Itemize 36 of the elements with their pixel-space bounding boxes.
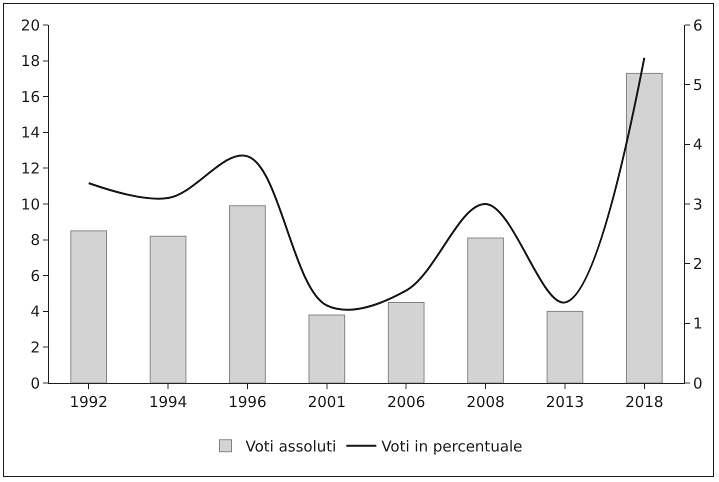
y2-tick-label: 0 [693,374,703,392]
y-tick-label: 6 [30,266,40,285]
y2-tick-label: 6 [693,16,703,34]
bar [229,205,266,383]
y-tick-label: 8 [30,231,40,250]
legend-label: Voti assoluti [246,438,336,456]
x-tick-label: 2006 [387,393,426,411]
bar [150,236,186,383]
x-tick-label: 2008 [466,393,505,411]
y-tick-label: 20 [20,16,40,34]
y-tick-label: 18 [20,52,40,70]
x-tick-label: 2001 [308,393,346,411]
bar [626,72,663,383]
y-tick-label: 2 [30,338,40,356]
y2-tick-label: 2 [693,254,703,273]
bar [388,302,425,383]
y-tick-label: 0 [30,374,40,392]
bar [546,310,584,383]
x-tick-label: 1994 [148,393,188,411]
legend-label: Voti in percentuale [381,438,522,456]
bar [308,314,346,383]
y-tick-label: 4 [30,302,40,321]
x-tick-label: 2018 [625,393,664,411]
bar [70,230,108,383]
y-tick-label: 16 [20,88,40,106]
x-tick-label: 1996 [228,393,267,411]
y-tick-label: 10 [20,195,40,214]
y-tick-label: 12 [20,159,40,178]
x-tick-label: 2013 [546,393,584,411]
y2-tick-label: 1 [693,314,703,333]
y2-tick-label: 5 [693,76,703,94]
y2-tick-label: 3 [693,195,703,214]
bar [467,238,504,383]
y2-tick-label: 4 [693,136,703,154]
y-tick-label: 14 [20,124,40,142]
x-tick-label: 1992 [70,393,108,411]
